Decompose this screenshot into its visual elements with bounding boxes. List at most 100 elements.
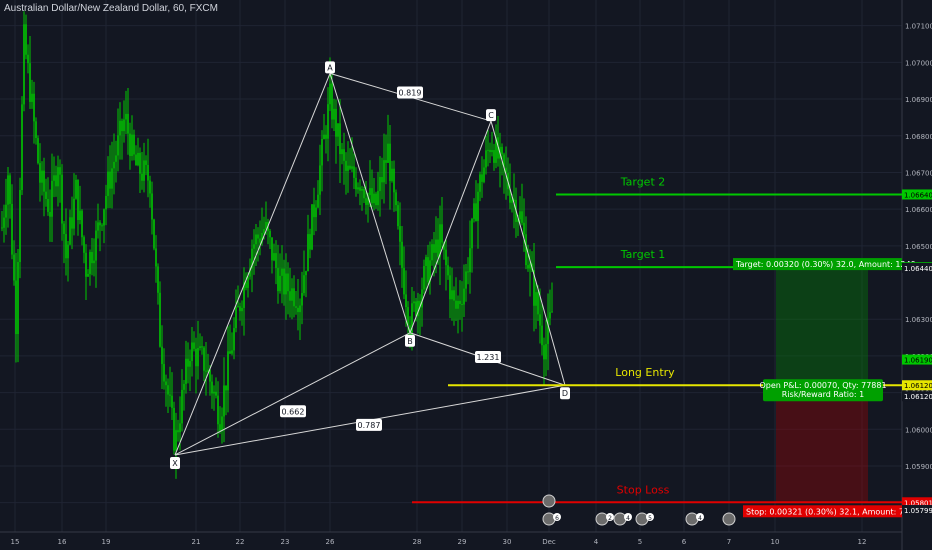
candle-body xyxy=(377,191,379,206)
candle-body xyxy=(331,83,333,120)
candle-body xyxy=(145,160,147,165)
event-count-label: 2 xyxy=(608,515,612,522)
candle-body xyxy=(73,198,75,229)
candle-body xyxy=(109,171,111,189)
candle-body xyxy=(249,268,251,277)
ratio-box xyxy=(356,418,382,431)
candle-body xyxy=(213,391,215,394)
candle-body xyxy=(201,346,203,348)
candle-body xyxy=(355,177,357,190)
candle-body xyxy=(361,188,363,191)
candle-body xyxy=(379,177,381,192)
candle-body xyxy=(167,385,169,395)
candle-body xyxy=(435,239,437,253)
candle-body xyxy=(9,175,11,204)
candle-body xyxy=(197,347,199,367)
candle-body xyxy=(341,149,343,155)
candle-body xyxy=(343,149,345,161)
candle-body xyxy=(15,280,17,335)
price-tag-box xyxy=(902,391,932,402)
candle-body xyxy=(491,150,493,153)
candle-body xyxy=(53,175,55,181)
candle-body xyxy=(357,187,359,190)
ratio-box xyxy=(280,405,306,418)
candle-body xyxy=(95,230,97,261)
candle-body xyxy=(291,288,293,301)
candle-body xyxy=(305,271,307,276)
candle-body xyxy=(99,222,101,226)
pattern-leg xyxy=(409,120,492,333)
candle-body xyxy=(17,262,19,335)
candle-body xyxy=(275,253,277,268)
candle-body xyxy=(255,234,257,245)
y-tick-label: 1.06800 xyxy=(905,133,932,141)
price-tag-label: 1.06120 xyxy=(904,382,932,390)
price-tag-box xyxy=(902,354,932,365)
candle-body xyxy=(493,150,495,163)
candle-body xyxy=(383,160,385,183)
candle-body xyxy=(33,93,35,122)
price-tag-box xyxy=(902,497,932,508)
candle-body xyxy=(49,211,51,217)
event-count-label: 6 xyxy=(555,515,559,522)
candle-body xyxy=(195,348,197,367)
pattern-point-label: D xyxy=(562,389,568,398)
pattern-leg xyxy=(329,73,411,333)
candle-body xyxy=(111,168,113,189)
candle-body xyxy=(177,430,179,433)
candle-body xyxy=(231,350,233,354)
candle-body xyxy=(447,265,449,276)
candle-body xyxy=(103,209,105,226)
event-marker-icon xyxy=(542,494,556,508)
candle-body xyxy=(477,191,479,221)
candle-body xyxy=(23,24,25,105)
candle-body xyxy=(87,273,89,277)
y-tick-label: 1.06600 xyxy=(905,206,932,214)
candle-body xyxy=(253,244,255,249)
candle-body xyxy=(41,170,43,183)
x-tick-label: 7 xyxy=(727,538,731,546)
candle-body xyxy=(283,268,285,295)
candle-body xyxy=(481,174,483,182)
candle-body xyxy=(545,344,547,360)
x-tick-label: 23 xyxy=(281,538,290,546)
candle-body xyxy=(203,347,205,371)
candle-body xyxy=(489,149,491,153)
candle-body xyxy=(299,305,301,313)
candle-body xyxy=(387,143,389,163)
candle-body xyxy=(445,249,447,266)
x-tick-label: 6 xyxy=(682,538,687,546)
candle-body xyxy=(75,179,77,199)
candle-body xyxy=(363,188,365,199)
candle-body xyxy=(333,108,335,120)
candle-body xyxy=(497,137,499,159)
candle-body xyxy=(287,273,289,292)
candle-body xyxy=(191,342,193,361)
pattern-point-label: B xyxy=(407,337,413,346)
candle-body xyxy=(315,207,317,218)
candle-body xyxy=(165,381,167,386)
candle-body xyxy=(437,239,439,257)
candle-body xyxy=(281,268,283,276)
harmonic-pattern: X A B C D 0.819 1.231 0.662 0.787 xyxy=(170,61,570,469)
pattern-leg xyxy=(174,73,331,456)
candle-body xyxy=(495,137,497,163)
candle-body xyxy=(233,328,235,351)
candle-body xyxy=(339,123,341,155)
candle-body xyxy=(139,152,141,174)
candle-body xyxy=(523,222,525,235)
candle-body xyxy=(459,300,461,305)
candle-body xyxy=(465,271,467,289)
candle-body xyxy=(137,152,139,166)
candle-body xyxy=(485,150,487,168)
candle-body xyxy=(413,301,415,304)
candle-body xyxy=(47,199,49,212)
x-tick-label: 12 xyxy=(858,538,867,546)
candle-body xyxy=(303,275,305,294)
candle-body xyxy=(541,325,543,346)
pattern-point-box xyxy=(405,334,415,347)
pattern-leg xyxy=(490,120,566,386)
candle-body xyxy=(549,312,551,319)
